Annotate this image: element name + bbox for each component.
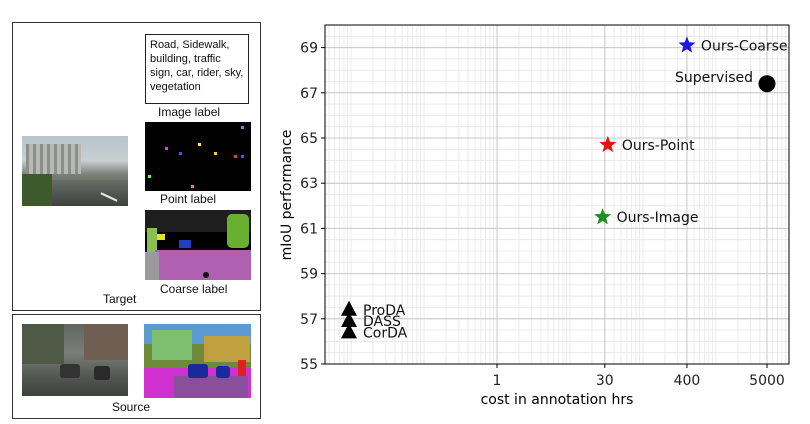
image-label-box: Road, Sidewalk, building, traffic sign, …: [145, 34, 249, 104]
coarse-label-caption: Coarse label: [160, 282, 228, 296]
source-panel: Source: [12, 314, 261, 419]
source-caption: Source: [112, 400, 151, 414]
point-label-dass: DASS: [363, 314, 401, 330]
image-label-classes: Road, Sidewalk, building, traffic sign, …: [150, 39, 244, 93]
point-corda-triangle: [341, 323, 357, 339]
y-tick-label: 69: [300, 41, 318, 57]
y-tick-label: 67: [300, 86, 318, 102]
point-ours-image-star: [594, 208, 612, 225]
point-label-supervised: Supervised: [675, 70, 753, 86]
plot-frame: [324, 24, 790, 365]
source-segmentation-image: [144, 324, 251, 398]
target-panel: Road, Sidewalk, building, traffic sign, …: [12, 22, 261, 311]
x-tick-label: 1: [493, 373, 502, 389]
y-tick-label: 61: [300, 221, 318, 237]
y-axis-ticks: 55 57 59 61 63 65 67 69: [300, 41, 325, 373]
point-label-ours-point: Ours-Point: [622, 138, 695, 154]
source-street-photo: [22, 324, 128, 396]
x-tick-label: 30: [596, 373, 614, 389]
y-axis-label: mIoU performance: [279, 130, 295, 261]
point-dass-triangle: [341, 312, 357, 328]
point-ours-coarse-star: [678, 36, 696, 53]
point-label-corda: CorDA: [363, 325, 408, 341]
point-ours-point-star: [599, 135, 617, 153]
target-caption: Target: [103, 292, 137, 306]
data-marks: Ours-Coarse Supervised Ours-Point Ours-Imag…: [341, 36, 788, 341]
target-street-photo: [22, 136, 128, 206]
point-label-ours-image: Ours-Image: [617, 210, 699, 226]
y-tick-label: 55: [300, 357, 318, 373]
x-tick-label: 5000: [749, 373, 785, 389]
x-axis-ticks: 1 30 400 5000: [493, 364, 785, 389]
y-tick-label: 57: [300, 312, 318, 328]
point-proda-triangle: [341, 300, 357, 316]
point-label-ours-coarse: Ours-Coarse: [701, 38, 788, 54]
x-axis-label: cost in annotation hrs: [481, 392, 634, 408]
point-label-caption: Point label: [160, 192, 217, 206]
x-tick-label: 400: [674, 373, 701, 389]
y-tick-label: 59: [300, 267, 318, 283]
coarse-label-image: [145, 210, 251, 280]
point-label-image: [145, 122, 251, 191]
y-tick-label: 63: [300, 176, 318, 192]
point-supervised-circle: [758, 75, 776, 93]
image-label-caption: Image label: [158, 105, 221, 119]
y-tick-label: 65: [300, 131, 318, 147]
point-label-proda: ProDA: [363, 303, 406, 319]
